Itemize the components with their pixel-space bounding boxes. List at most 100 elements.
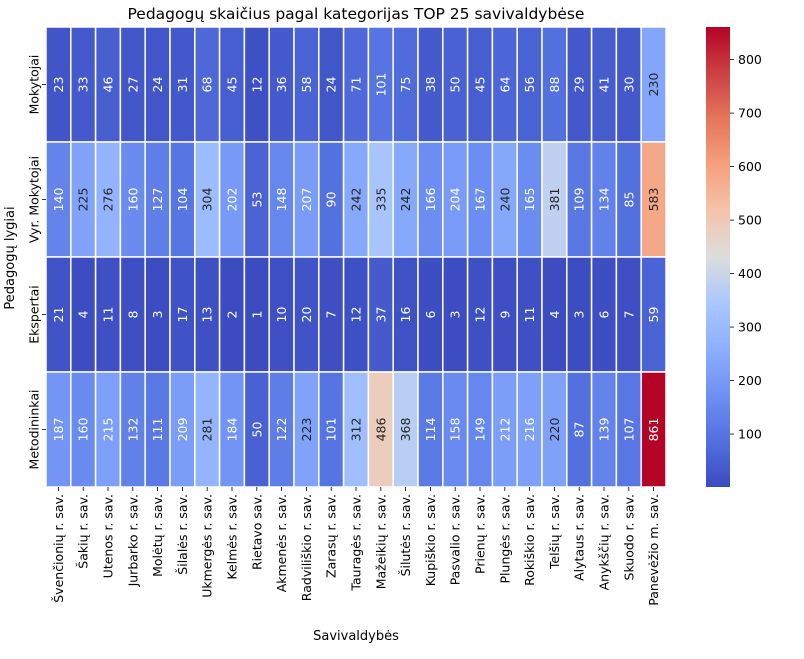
heatmap-cell [566, 26, 593, 143]
colorbar-tick-label: 800 [738, 52, 762, 67]
x-tick-label: Telšių r. sav. [547, 494, 562, 570]
x-axis: Švenčionių r. sav. Šakių r. sav. Utenos r.… [51, 487, 661, 606]
cell-value-label: 187 [51, 418, 66, 442]
cell-value-label: 220 [547, 418, 562, 442]
cell-value-label: 71 [349, 77, 364, 93]
heatmap-cell [615, 256, 642, 373]
heatmap-cell [590, 371, 618, 488]
colorbar-tick-label: 500 [738, 213, 762, 228]
cell-value-label: 240 [497, 188, 512, 212]
cell-value-label: 158 [448, 418, 463, 442]
heatmap-cell [268, 371, 295, 488]
cell-value-label: 215 [101, 418, 116, 442]
cell-value-label: 148 [274, 188, 289, 212]
cell-value-label: 583 [646, 188, 661, 212]
cell-value-label: 160 [76, 418, 91, 442]
cell-value-label: 134 [597, 188, 612, 212]
heatmap-cells [45, 26, 667, 488]
cell-value-label: 3 [572, 311, 587, 319]
cell-value-label: 87 [572, 422, 587, 438]
cell-value-label: 107 [621, 418, 636, 442]
x-tick-label: Panevėžio m. sav. [646, 494, 661, 606]
heatmap-cell [516, 26, 543, 143]
heatmap-cell [367, 256, 394, 373]
heatmap-cell [293, 141, 320, 258]
cell-value-label: 21 [51, 307, 66, 323]
cell-value-label: 1 [249, 311, 264, 319]
cell-value-label: 46 [101, 77, 116, 93]
heatmap-cell [119, 141, 146, 258]
x-tick-label: Utenos r. sav. [101, 494, 116, 578]
cell-value-label: 59 [646, 307, 661, 323]
cell-value-label: 50 [448, 77, 463, 93]
cell-value-label: 207 [299, 188, 314, 212]
cell-value-label: 20 [299, 307, 314, 323]
heatmap-cell [417, 256, 444, 373]
cell-value-label: 11 [522, 307, 537, 323]
cell-value-label: 140 [51, 188, 66, 212]
cell-value-label: 3 [150, 311, 165, 319]
heatmap-cell [342, 371, 370, 488]
cell-value-label: 75 [398, 77, 413, 93]
heatmap-cell [516, 141, 543, 258]
heatmap-cell [144, 256, 171, 373]
cell-value-label: 24 [324, 77, 339, 93]
heatmap-cell [442, 256, 469, 373]
heatmap-cell [169, 26, 196, 143]
heatmap-cell [541, 26, 568, 143]
cell-value-label: 23 [51, 77, 66, 93]
cell-value-label: 166 [423, 188, 438, 212]
x-tick-label: Švenčionių r. sav. [51, 494, 66, 603]
heatmap-cell [442, 141, 469, 258]
heatmap-cell [640, 256, 667, 373]
cell-value-label: 281 [200, 418, 215, 442]
heatmap-cell [367, 26, 394, 143]
cell-value-label: 8 [125, 310, 140, 318]
cell-value-label: 209 [175, 418, 190, 442]
y-axis: Mokytojai Vyr. Mokytojai Ekspertai Metodini… [27, 55, 46, 470]
y-axis-label: Pedagogų lygiai [3, 206, 18, 309]
heatmap-cell [615, 371, 642, 488]
x-tick-label: Zarasų r. sav. [324, 494, 339, 578]
cell-value-label: 37 [373, 307, 388, 323]
x-tick-label: Kelmės r. sav. [225, 494, 240, 580]
heatmap-cell [590, 26, 618, 143]
heatmap-cell [70, 141, 97, 258]
x-tick-label: Prienų r. sav. [473, 494, 488, 574]
cell-value-label: 64 [497, 77, 512, 93]
cell-value-label: 127 [150, 188, 165, 212]
cell-value-label: 212 [497, 418, 512, 442]
x-tick-label: Kupiškio r. sav. [423, 494, 438, 586]
cell-value-label: 3 [448, 311, 463, 319]
cell-value-label: 486 [373, 418, 388, 442]
cell-value-label: 56 [522, 77, 537, 93]
cell-value-label: 11 [101, 307, 116, 323]
heatmap-cell [169, 256, 196, 373]
x-tick-label: Šakių r. sav. [76, 494, 91, 569]
heatmap-cell [268, 26, 295, 143]
heatmap-cell [169, 141, 196, 258]
cell-value-label: 38 [423, 77, 438, 93]
cell-value-label: 165 [522, 188, 537, 212]
x-tick-label: Rietavo sav. [249, 494, 264, 570]
x-tick-label: Akmenės r. sav. [274, 494, 289, 592]
cell-value-label: 50 [249, 422, 264, 438]
cell-value-label: 10 [274, 307, 289, 323]
x-tick-label: Plungės r. sav. [497, 494, 512, 583]
colorbar-tick-label: 400 [738, 266, 762, 281]
heatmap-cell [293, 256, 320, 373]
cell-value-label: 312 [349, 418, 364, 442]
cell-value-label: 4 [547, 310, 562, 318]
cell-value-label: 111 [150, 418, 165, 442]
x-axis-label: Savivaldybės [313, 629, 399, 644]
cell-value-label: 13 [200, 307, 215, 323]
colorbar-tick-label: 100 [738, 427, 762, 442]
cell-value-label: 58 [299, 77, 314, 93]
heatmap-cell [442, 26, 469, 143]
heatmap-cell [566, 256, 593, 373]
x-tick-label: Alytaus r. sav. [572, 494, 587, 581]
cell-value-label: 16 [398, 307, 413, 323]
cell-value-label: 368 [398, 418, 413, 442]
y-tick-label: Metodininkai [27, 390, 42, 470]
